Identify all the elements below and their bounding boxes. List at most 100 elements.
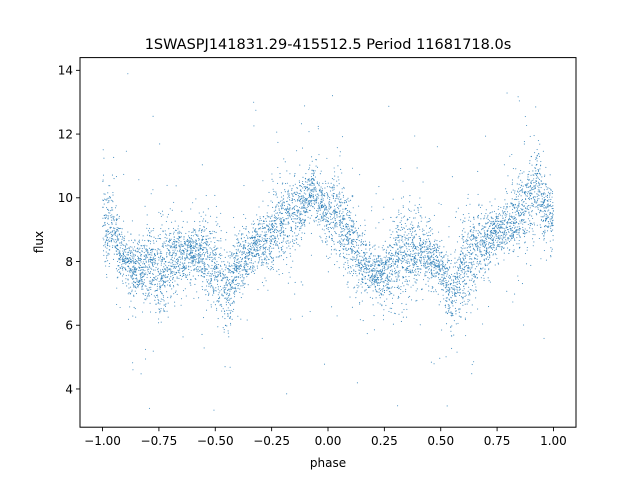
data-point (397, 285, 399, 287)
data-point (328, 230, 330, 232)
data-point (364, 263, 366, 266)
data-point (509, 213, 511, 215)
data-point (152, 261, 154, 263)
data-point (204, 263, 206, 265)
data-point (216, 279, 218, 281)
data-point (464, 240, 467, 242)
data-point (206, 281, 208, 283)
data-point (446, 297, 448, 299)
data-point (313, 184, 315, 186)
data-point (228, 264, 230, 266)
data-point (462, 268, 464, 271)
data-point (323, 216, 325, 218)
data-point (431, 254, 433, 256)
data-point (183, 243, 185, 245)
data-point (130, 276, 132, 278)
data-point (550, 247, 552, 249)
data-point (375, 272, 378, 274)
data-point (293, 221, 295, 223)
data-point (471, 258, 473, 260)
data-point (441, 283, 444, 285)
data-point (354, 240, 356, 243)
data-point (454, 251, 456, 253)
data-point (475, 289, 477, 291)
data-point (422, 256, 424, 258)
data-point (244, 261, 246, 263)
data-point (523, 211, 525, 213)
data-point (315, 217, 317, 219)
data-point (308, 194, 310, 196)
data-point (386, 249, 388, 251)
data-point (277, 214, 279, 216)
data-point (348, 225, 350, 227)
data-point (237, 285, 239, 287)
data-point (451, 291, 453, 293)
data-point (506, 203, 508, 205)
data-point (283, 158, 285, 160)
data-point (495, 237, 497, 239)
data-point (265, 220, 268, 222)
data-point (332, 226, 334, 228)
data-point (187, 243, 189, 245)
data-point (355, 242, 358, 244)
data-point (549, 220, 552, 222)
data-point (111, 207, 113, 209)
data-point (441, 261, 444, 263)
data-point (458, 272, 460, 275)
data-point (469, 294, 471, 296)
data-point (455, 285, 457, 288)
data-point (120, 235, 122, 237)
data-point (551, 220, 553, 222)
data-point (281, 248, 283, 250)
data-point (404, 250, 406, 252)
data-point (529, 223, 531, 225)
data-point (311, 173, 313, 175)
data-point (379, 260, 381, 262)
data-point (125, 256, 127, 258)
data-point (439, 283, 441, 285)
data-point (523, 201, 525, 203)
data-point (151, 278, 153, 281)
data-point (411, 221, 413, 223)
data-point (469, 256, 471, 258)
data-point (377, 276, 380, 279)
data-point (257, 262, 259, 264)
data-point (150, 282, 152, 284)
data-point (301, 197, 303, 199)
data-point (102, 206, 104, 208)
data-point (479, 251, 481, 253)
data-point (353, 256, 355, 258)
data-point (394, 263, 397, 265)
data-point (216, 307, 218, 309)
data-point (452, 282, 454, 284)
data-point (513, 227, 516, 229)
data-point (203, 254, 205, 256)
data-point (265, 236, 267, 238)
data-point (183, 236, 185, 238)
data-point (447, 269, 449, 271)
data-point (270, 228, 272, 230)
data-point (190, 255, 193, 257)
data-point (376, 276, 378, 279)
data-point (159, 256, 162, 258)
data-point (208, 265, 210, 267)
data-point (414, 204, 416, 206)
data-point (450, 330, 452, 332)
data-point (149, 252, 151, 254)
data-point (222, 308, 224, 310)
data-point (162, 268, 164, 271)
data-point (322, 220, 324, 222)
data-point (459, 264, 461, 266)
data-point (146, 249, 148, 251)
data-point (492, 244, 494, 246)
data-point (394, 239, 396, 241)
data-point (191, 248, 193, 250)
data-point (106, 247, 108, 249)
data-point (247, 284, 249, 286)
data-point (133, 295, 135, 297)
data-point (226, 309, 228, 311)
data-point (477, 246, 479, 248)
data-point (410, 233, 412, 235)
data-point (232, 287, 234, 289)
data-point (407, 244, 409, 246)
